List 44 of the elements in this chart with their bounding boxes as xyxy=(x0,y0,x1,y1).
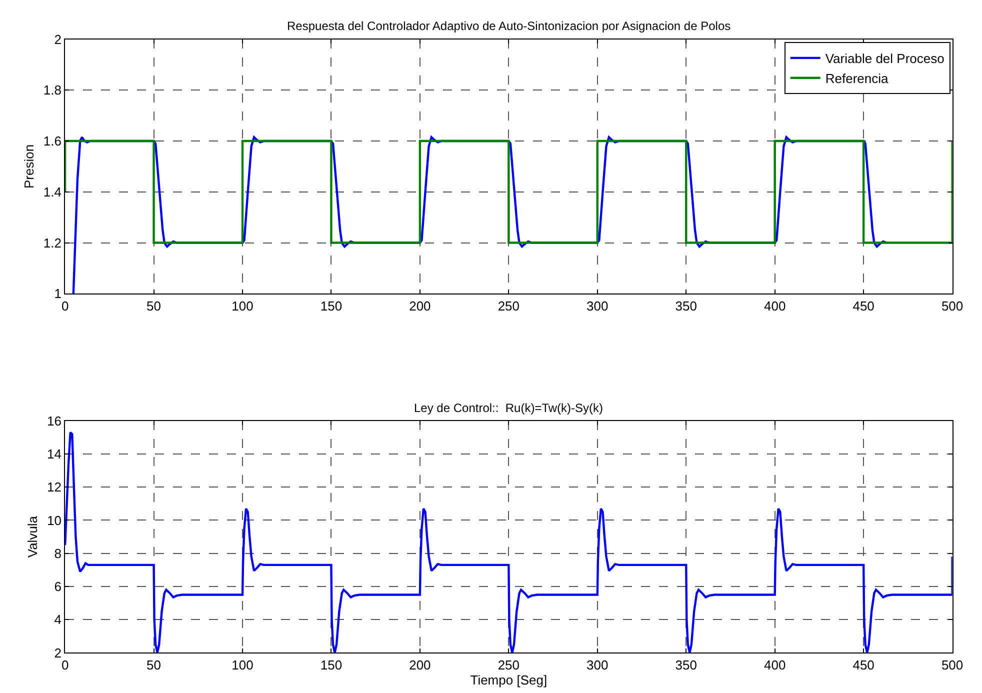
x-tick-label: 450 xyxy=(852,657,874,672)
x-tick-label: 200 xyxy=(409,298,431,314)
x-tick-label: 350 xyxy=(675,657,697,672)
chart-title: Ley de Control:: Ru(k)=Tw(k)-Sy(k) xyxy=(414,401,604,415)
line-series xyxy=(65,431,952,653)
y-tick-label: 6 xyxy=(54,579,62,594)
y-tick-label: 12 xyxy=(46,480,62,495)
y-tick-label: 10 xyxy=(46,512,62,528)
x-tick-label: 250 xyxy=(498,298,520,314)
y-tick-label: 16 xyxy=(46,413,62,428)
y-tick-label: 2 xyxy=(54,645,62,660)
y-tick-label: 14 xyxy=(46,446,62,462)
y-axis-title: Presion xyxy=(21,144,36,189)
legend-label: Referencia xyxy=(825,70,889,86)
x-tick-label: 350 xyxy=(675,298,697,314)
y-tick-label: 4 xyxy=(54,612,62,628)
x-tick-label: 50 xyxy=(146,657,162,672)
x-tick-label: 0 xyxy=(61,657,69,672)
x-tick-label: 400 xyxy=(764,657,786,672)
y-tick-label: 1.2 xyxy=(43,235,62,250)
x-tick-label: 200 xyxy=(409,657,431,672)
x-tick-label: 250 xyxy=(498,657,520,672)
y-tick-label: 2 xyxy=(54,32,62,47)
y-tick-label: 1.8 xyxy=(43,82,62,98)
y-axis-title: Valvula xyxy=(24,515,40,558)
y-tick-label: 1.6 xyxy=(43,134,62,149)
x-axis-title: Tiempo [Seg] xyxy=(470,672,548,688)
x-tick-label: 450 xyxy=(852,298,874,314)
legend-label: Variable del Proceso xyxy=(825,51,944,66)
y-tick-label: 8 xyxy=(54,546,62,561)
x-tick-label: 50 xyxy=(146,298,162,314)
x-tick-label: 150 xyxy=(320,657,342,672)
x-tick-label: 100 xyxy=(232,298,254,314)
y-tick-label: 1.4 xyxy=(43,184,62,200)
x-tick-label: 300 xyxy=(586,657,608,672)
x-tick-label: 400 xyxy=(764,298,786,314)
chart-title: Respuesta del Controlador Adaptivo de Auto-Sintonizacion por Asignacion de Polos xyxy=(287,19,731,33)
x-tick-label: 300 xyxy=(586,298,608,314)
x-tick-label: 500 xyxy=(941,657,964,672)
x-tick-label: 100 xyxy=(232,657,254,672)
x-tick-label: 150 xyxy=(320,298,342,314)
y-tick-label: 1 xyxy=(54,286,62,302)
x-tick-label: 500 xyxy=(941,298,964,314)
x-tick-label: 0 xyxy=(61,298,69,314)
